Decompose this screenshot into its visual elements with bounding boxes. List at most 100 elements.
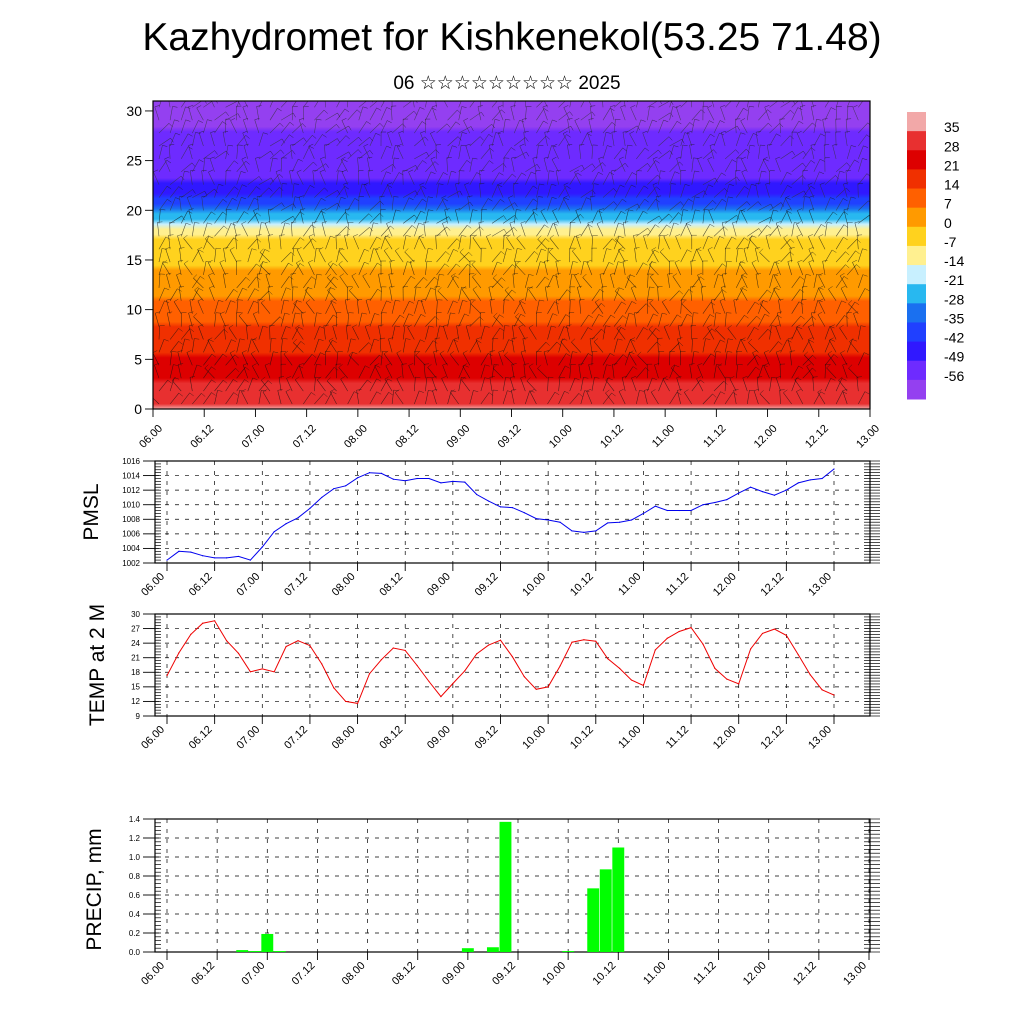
wind-barb (480, 198, 489, 211)
wind-barb (758, 122, 769, 134)
wind-barb (247, 276, 257, 289)
wind-barb (432, 390, 437, 405)
wind-barb (680, 289, 690, 301)
wind-barb (691, 312, 694, 327)
pmsl-point (630, 519, 633, 521)
wind-barb (469, 299, 471, 314)
wind-barb (414, 277, 424, 289)
wind-barb-flag (188, 208, 194, 211)
wind-barb-flag (595, 299, 600, 303)
wind-barb (269, 108, 278, 121)
wind-barb (601, 286, 604, 301)
wind-barb (758, 364, 764, 379)
wind-barb-flag (435, 149, 440, 154)
wind-barb (558, 314, 566, 327)
precip-x-tick-label: 11.12 (691, 960, 718, 987)
wind-barb-flag (316, 364, 322, 366)
wind-barb (736, 201, 748, 211)
wind-barb (435, 235, 437, 250)
wind-barb-flag (775, 324, 781, 327)
wind-barb (574, 275, 582, 289)
wind-barb-flag (380, 200, 384, 205)
wind-barb-flag (684, 184, 690, 187)
wind-barb (858, 158, 863, 172)
pmsl-point (571, 530, 573, 532)
wind-barb (610, 106, 615, 121)
wind-barb-flag (666, 224, 671, 229)
wind-barb (469, 226, 481, 237)
pmsl-point (404, 480, 406, 482)
wind-barb-flag (189, 298, 195, 301)
wind-barb-flag (583, 261, 589, 263)
wind-barb (525, 198, 534, 211)
wind-barb (336, 212, 346, 224)
wind-barb (158, 261, 164, 276)
wind-barb (580, 314, 589, 327)
wind-barb-flag (230, 300, 236, 303)
wind-barb-flag (418, 234, 424, 238)
wind-barb (340, 378, 348, 392)
wind-barb (369, 123, 381, 134)
wind-barb-flag (577, 172, 582, 176)
wind-barb (414, 160, 423, 172)
wind-barb-flag (569, 111, 573, 116)
wind-barb-flag (223, 379, 228, 384)
wind-barb-flag (854, 159, 859, 163)
wind-barb (802, 274, 807, 288)
wind-barb (367, 157, 371, 172)
wind-barb (791, 315, 802, 327)
wind-barb-flag (688, 198, 693, 202)
wind-barb (747, 354, 757, 366)
wind-barb-flag (628, 209, 634, 212)
wind-barb-flag (776, 376, 782, 379)
wind-barb-flag (472, 234, 478, 238)
wind-barb (458, 160, 468, 172)
wind-barb (177, 364, 182, 379)
wind-barb (763, 365, 770, 379)
wind-barb (802, 316, 813, 327)
wind-barb-flag (588, 353, 593, 357)
wind-barb-flag (613, 201, 618, 206)
wind-barb-flag (649, 261, 654, 265)
wind-barb-flag (453, 300, 458, 304)
wind-barb (613, 119, 616, 134)
pmsl-point (583, 531, 585, 534)
wind-barb (672, 276, 681, 289)
wind-barb (735, 351, 738, 366)
wind-barb (502, 147, 512, 160)
wind-barb (822, 119, 826, 134)
wind-barb-flag (296, 247, 302, 250)
wind-barb-flag (676, 156, 682, 159)
wind-barb-flag (663, 377, 669, 381)
wind-barb (425, 377, 428, 392)
wind-barb (358, 262, 365, 276)
wind-barb (480, 134, 489, 147)
wind-barb-flag (462, 350, 468, 354)
wind-barb (479, 170, 482, 185)
wind-barb-flag (368, 169, 374, 172)
wind-barb-flag (572, 247, 577, 252)
colorbar-cell (907, 284, 926, 304)
xsec-x-tick-label: 13.00 (854, 423, 882, 451)
pmsl-point (523, 512, 525, 514)
wind-barb-flag (379, 213, 384, 218)
wind-barb-flag (753, 133, 758, 136)
wind-barb-flag (204, 364, 209, 369)
wind-barb (647, 261, 652, 276)
wind-barb (543, 351, 548, 366)
wind-barb (669, 212, 679, 224)
wind-barb-flag (759, 299, 764, 304)
wind-barb-flag (731, 236, 737, 240)
wind-barb (214, 312, 217, 327)
wind-barb (808, 210, 815, 224)
wind-barb (295, 327, 304, 340)
wind-barb-flag (412, 93, 417, 94)
wind-barb (153, 397, 160, 405)
wind-barb-flag (386, 221, 392, 224)
wind-barb-flag (709, 314, 715, 318)
wind-barb-flag (234, 160, 239, 165)
wind-barb (169, 132, 176, 147)
wind-barb (605, 392, 615, 405)
wind-barb-flag (773, 285, 778, 289)
wind-barb (358, 365, 366, 379)
